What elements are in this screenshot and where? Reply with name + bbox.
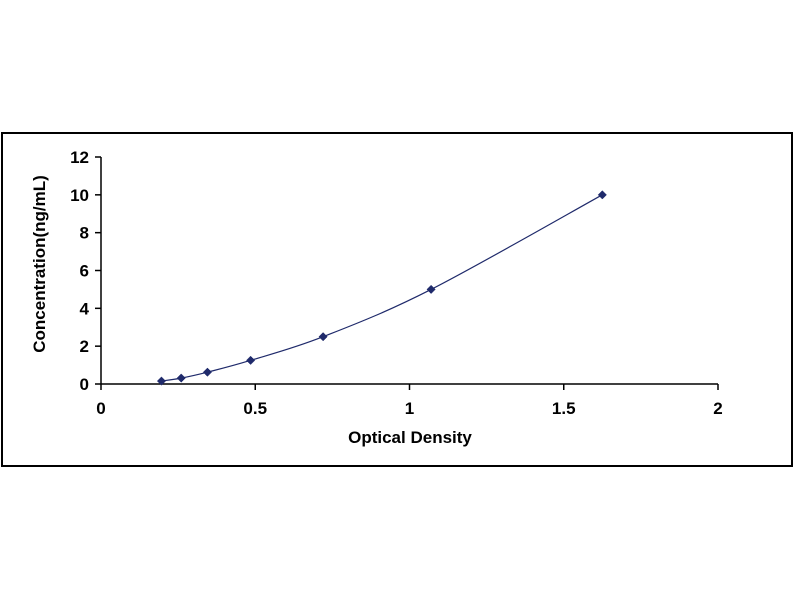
data-point	[318, 332, 328, 342]
y-tick-label: 0	[80, 375, 89, 394]
y-tick-label: 10	[70, 186, 89, 205]
data-point	[246, 355, 256, 365]
tick-labels: 0 0.5 1 1.5 2 0 2 4 6 8 10 12	[70, 148, 723, 418]
data-point	[176, 373, 186, 383]
x-tick-label: 0	[96, 399, 105, 418]
x-axis-title: Optical Density	[348, 428, 472, 447]
y-tick-label: 6	[80, 262, 89, 281]
data-point	[156, 376, 167, 386]
data-point	[426, 284, 436, 294]
data-points	[156, 190, 607, 386]
y-tick-label: 8	[80, 224, 89, 243]
y-tick-label: 2	[80, 337, 89, 356]
y-tick-label: 12	[70, 148, 89, 167]
chart-frame-border	[1, 132, 793, 467]
x-tick-label: 2	[713, 399, 722, 418]
x-tick-label: 1	[405, 399, 414, 418]
x-tick-label: 1.5	[552, 399, 576, 418]
axis-ticks	[95, 156, 719, 390]
x-tick-label: 0.5	[243, 399, 267, 418]
y-tick-label: 4	[80, 299, 90, 318]
y-axis-title: Concentration(ng/mL)	[30, 175, 49, 353]
data-point	[202, 367, 212, 377]
data-point	[597, 190, 607, 200]
